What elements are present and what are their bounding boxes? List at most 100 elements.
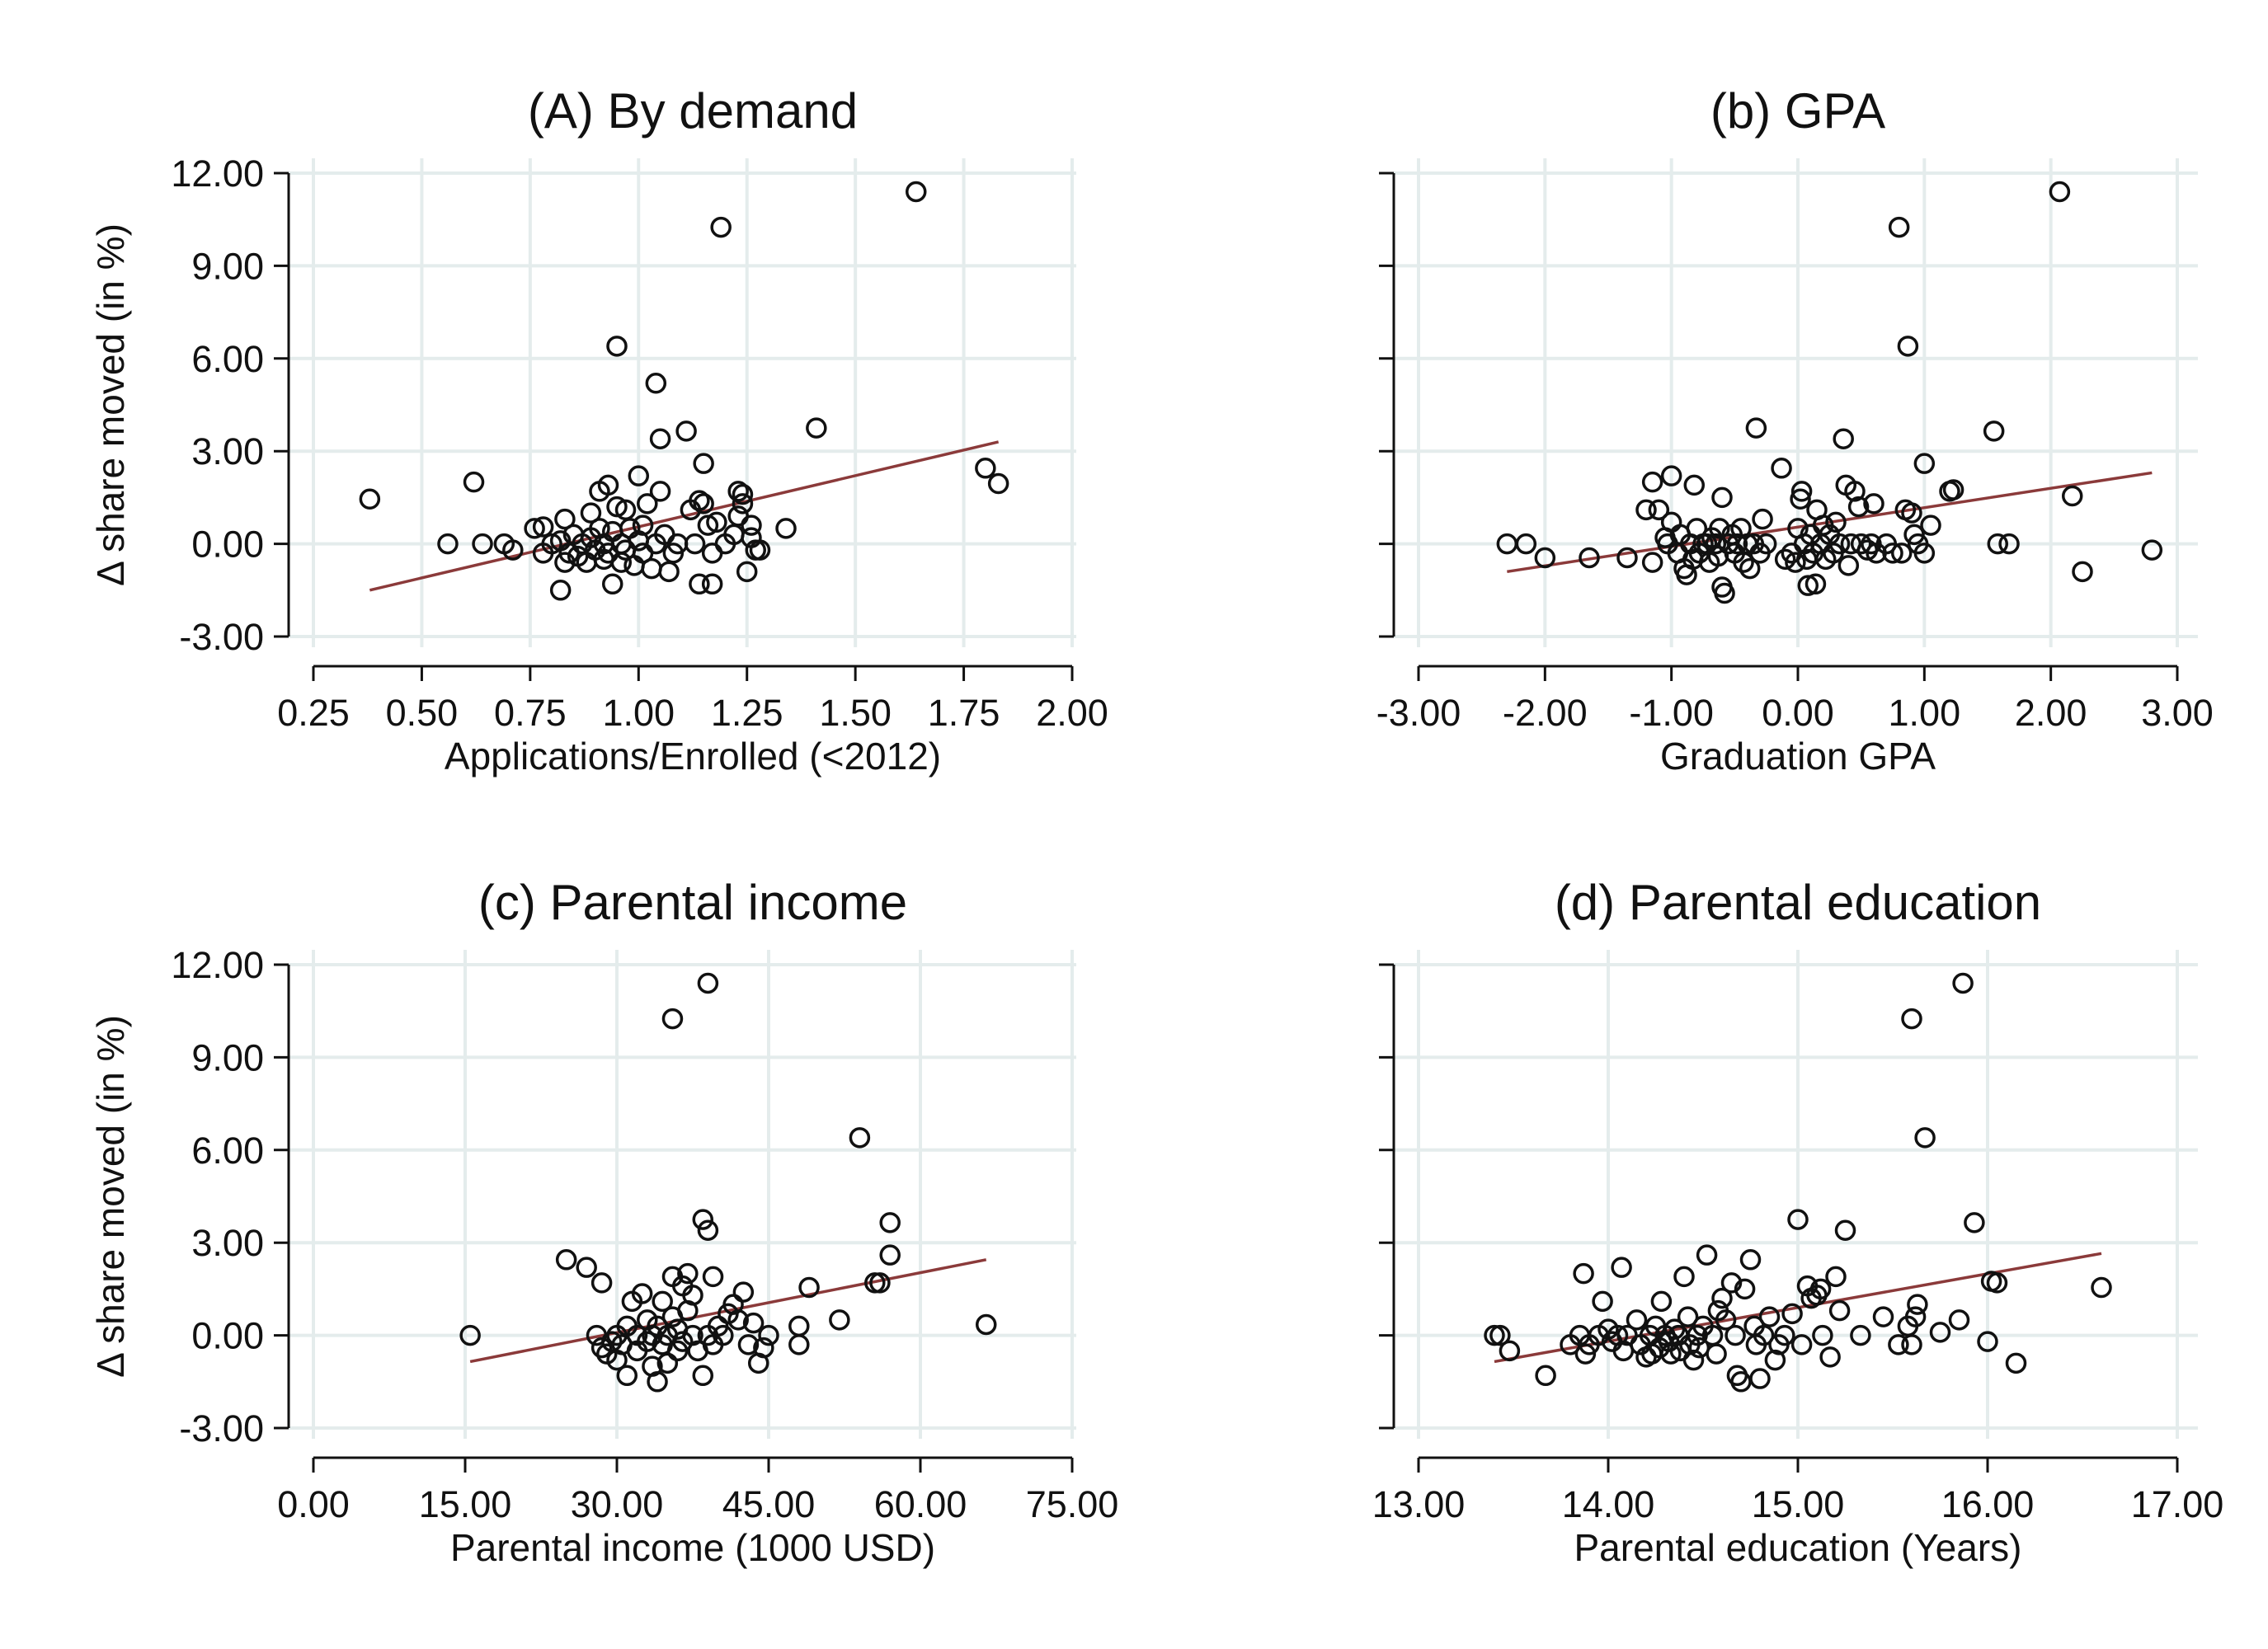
x-tick-label: 0.00 xyxy=(277,1483,350,1525)
data-point xyxy=(869,1272,891,1294)
data-point xyxy=(742,1312,765,1334)
data-point xyxy=(697,1219,719,1241)
data-point xyxy=(1828,533,1851,555)
y-tick-label: 0.00 xyxy=(191,1315,264,1357)
data-point xyxy=(1484,1324,1505,1346)
data-point xyxy=(2049,181,2071,203)
data-point xyxy=(671,1331,694,1352)
data-point xyxy=(1819,1346,1841,1368)
data-point xyxy=(616,1365,638,1387)
data-point xyxy=(1660,465,1682,486)
data-point xyxy=(692,1209,714,1230)
data-point xyxy=(637,1331,658,1352)
data-point xyxy=(1897,336,1919,357)
y-tick-label: 9.00 xyxy=(191,1036,264,1078)
x-tick-label: 1.75 xyxy=(928,692,1000,734)
x-axis-label: Parental education (Years) xyxy=(1574,1526,2022,1569)
data-point xyxy=(677,1262,699,1285)
data-point xyxy=(1903,524,1925,546)
data-point xyxy=(727,481,749,502)
data-point xyxy=(1863,493,1885,514)
data-point xyxy=(1812,1324,1833,1346)
data-point xyxy=(1809,1278,1832,1300)
data-point xyxy=(758,1324,779,1346)
data-point xyxy=(359,488,381,510)
y-tick-label: 3.00 xyxy=(191,430,264,472)
data-point xyxy=(645,373,667,394)
data-point xyxy=(732,483,754,505)
x-tick-label: 0.75 xyxy=(494,692,567,734)
data-point xyxy=(631,1283,653,1304)
data-point xyxy=(1734,1278,1756,1300)
data-point xyxy=(697,514,719,536)
x-tick-label: 16.00 xyxy=(1941,1483,2035,1525)
data-point xyxy=(692,1365,714,1387)
data-point xyxy=(1660,1343,1682,1365)
data-point xyxy=(1790,481,1813,502)
data-point xyxy=(632,514,654,536)
data-point xyxy=(879,1212,901,1233)
data-point xyxy=(1948,1309,1970,1331)
data-point xyxy=(1758,1306,1781,1327)
data-point xyxy=(1998,533,2020,555)
y-tick-label: 3.00 xyxy=(191,1222,264,1264)
data-point xyxy=(610,552,633,573)
data-point xyxy=(1882,543,1903,564)
data-point xyxy=(554,508,576,530)
x-tick-label: 15.00 xyxy=(419,1483,512,1525)
chart-title: (b) GPA xyxy=(1710,83,1885,139)
data-point xyxy=(1850,533,1872,555)
x-tick-label: 14.00 xyxy=(1562,1483,1655,1525)
data-point xyxy=(693,493,714,514)
data-point xyxy=(1914,1127,1936,1149)
grid xyxy=(289,950,1076,1439)
data-point xyxy=(1635,499,1657,521)
x-tick-label: -2.00 xyxy=(1503,692,1588,734)
data-point xyxy=(1489,1324,1511,1346)
x-tick-label: 0.50 xyxy=(386,692,459,734)
data-point xyxy=(905,181,927,203)
data-point xyxy=(1872,1306,1894,1327)
data-point xyxy=(1983,420,2005,442)
data-point xyxy=(1834,1219,1856,1241)
x-tick-label: 0.00 xyxy=(1762,692,1834,734)
data-point xyxy=(1888,1334,1909,1355)
data-point xyxy=(1534,547,1556,569)
data-point xyxy=(597,474,619,496)
data-point xyxy=(1797,575,1819,596)
data-point xyxy=(2072,561,2093,583)
data-point xyxy=(1706,1343,1727,1365)
y-axis-label: Δ share moved (in %) xyxy=(89,1015,132,1378)
data-point xyxy=(798,1276,820,1299)
x-tick-label: 45.00 xyxy=(722,1483,816,1525)
data-point xyxy=(472,533,493,555)
data-point xyxy=(1683,474,1706,496)
data-point xyxy=(1714,582,1735,604)
data-point xyxy=(1535,1365,1556,1387)
data-point xyxy=(1641,471,1663,493)
data-point xyxy=(689,490,710,511)
data-point xyxy=(1682,1349,1705,1371)
data-point xyxy=(1901,502,1922,524)
y-tick-label: -3.00 xyxy=(179,616,264,658)
data-point xyxy=(788,1334,810,1355)
y-tick-label: 9.00 xyxy=(191,245,264,287)
data-point xyxy=(649,428,671,449)
data-point xyxy=(649,481,671,502)
x-tick-label: 1.50 xyxy=(819,692,892,734)
data-point xyxy=(2061,485,2083,507)
chart-income: -3.00 0.00 3.00 6.00 9.00 12.00 0.00 15.00 30.00… xyxy=(89,875,1118,1569)
data-point xyxy=(1752,508,1773,530)
data-point xyxy=(1739,557,1761,580)
data-point xyxy=(1805,573,1827,595)
x-tick-label: 0.25 xyxy=(277,692,350,734)
data-point xyxy=(1648,499,1670,521)
data-point xyxy=(710,216,732,238)
x-tick-label: 75.00 xyxy=(1026,1483,1119,1525)
chart-demand: -3.00 0.00 3.00 6.00 9.00 12.00 0.25 0.50 0.75 1.… xyxy=(89,83,1108,778)
scatter-points xyxy=(459,972,997,1393)
data-point xyxy=(1755,533,1777,555)
data-point xyxy=(1753,1324,1775,1346)
